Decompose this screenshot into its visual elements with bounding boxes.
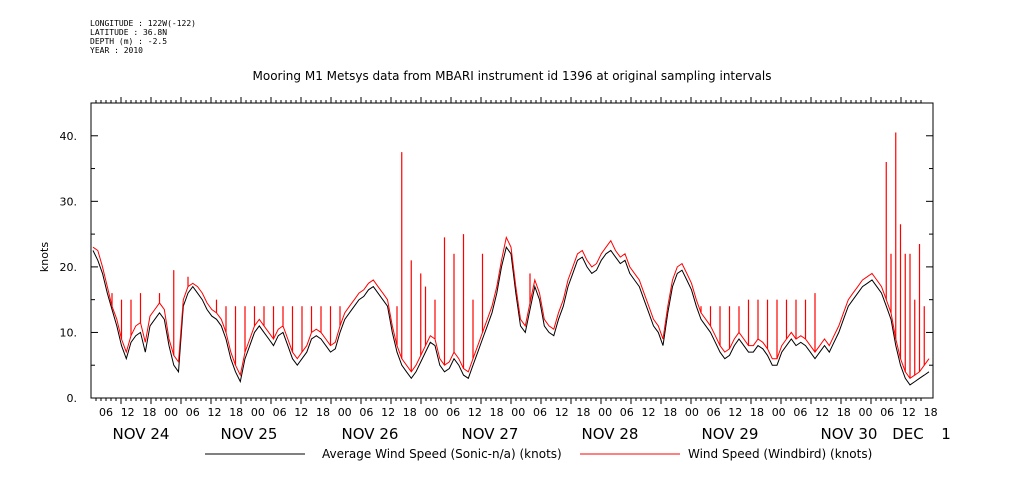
y-tick-label: 30. — [60, 195, 78, 208]
x-hour-tick-label: 12 — [555, 406, 569, 419]
x-hour-tick-label: 00 — [338, 406, 352, 419]
x-hour-tick-label: 18 — [750, 406, 764, 419]
x-hour-tick-label: 12 — [468, 406, 482, 419]
axis-frame — [90, 102, 934, 399]
x-hour-tick-label: 12 — [815, 406, 829, 419]
x-hour-tick-label: 00 — [598, 406, 612, 419]
x-hour-tick-label: 12 — [728, 406, 742, 419]
x-hour-tick-label: 06 — [880, 406, 894, 419]
x-hour-tick-label: 18 — [924, 406, 938, 419]
windbird-wind-speed-line — [92, 235, 930, 379]
x-hour-tick-label: 18 — [142, 406, 156, 419]
year-text: YEAR : 2010 — [90, 46, 143, 55]
x-day-label: NOV 27 — [462, 425, 519, 443]
legend-average-text: Average Wind Speed (Sonic-n/a) (knots) — [322, 447, 562, 461]
mooring-metadata: LONGITUDE : 122W(-122) LATITUDE : 36.8N … — [90, 19, 196, 55]
latitude-text: LATITUDE : 36.8N — [90, 28, 168, 37]
x-hour-tick-label: 00 — [859, 406, 873, 419]
x-hour-tick-label: 06 — [533, 406, 547, 419]
x-hour-tick-label: 00 — [511, 406, 525, 419]
x-day-label: NOV 25 — [221, 425, 278, 443]
x-day-label: NOV 28 — [582, 425, 639, 443]
x-hour-tick-label: 12 — [381, 406, 395, 419]
x-hour-tick-label: 18 — [663, 406, 677, 419]
average-wind-speed-series — [92, 246, 930, 386]
x-hour-tick-label: 06 — [446, 406, 460, 419]
legend-windbird-text: Wind Speed (Windbird) (knots) — [688, 447, 872, 461]
x-hour-tick-label: 00 — [772, 406, 786, 419]
y-tick-label: 20. — [60, 261, 78, 274]
x-hour-tick-label: 18 — [576, 406, 590, 419]
x-hour-tick-label: 18 — [229, 406, 243, 419]
x-day-label: NOV 24 — [113, 425, 170, 443]
x-day-label: NOV 30 — [821, 425, 878, 443]
x-hour-tick-label: 00 — [251, 406, 265, 419]
average-wind-speed-line — [92, 246, 930, 386]
windbird-wind-speed-series — [92, 132, 930, 379]
x-hour-tick-label: 00 — [685, 406, 699, 419]
x-hour-tick-label: 00 — [425, 406, 439, 419]
x-hour-tick-label: 12 — [121, 406, 135, 419]
x-hour-tick-label: 06 — [620, 406, 634, 419]
x-hour-tick-label: 18 — [490, 406, 504, 419]
x-hour-tick-label: 06 — [186, 406, 200, 419]
x-hour-tick-label: 18 — [837, 406, 851, 419]
x-hour-tick-label: 12 — [902, 406, 916, 419]
x-day-label: NOV 29 — [702, 425, 759, 443]
x-hour-tick-label: 12 — [642, 406, 656, 419]
x-hour-tick-label: 12 — [208, 406, 222, 419]
axis-ticks: 0. 10. 20. 30. 40. 06 12 18 00 06 12 18 00 06 12 18 00 06… — [60, 97, 951, 443]
x-day-label: NOV 26 — [342, 425, 399, 443]
x-hour-tick-label: 18 — [316, 406, 330, 419]
y-tick-label: 10. — [60, 326, 78, 339]
y-tick-label: 0. — [67, 392, 78, 405]
x-hour-tick-label: 06 — [99, 406, 113, 419]
x-hour-tick-label: 06 — [359, 406, 373, 419]
x-day-label: 1 — [941, 425, 951, 443]
x-hour-tick-label: 06 — [707, 406, 721, 419]
x-day-label: DEC — [892, 425, 924, 443]
y-tick-label: 40. — [60, 130, 78, 143]
x-hour-tick-label: 06 — [273, 406, 287, 419]
x-hour-tick-label: 12 — [294, 406, 308, 419]
chart-legend: Average Wind Speed (Sonic-n/a) (knots) W… — [205, 447, 872, 461]
x-hour-tick-label: 18 — [403, 406, 417, 419]
y-axis-label: knots — [38, 242, 51, 272]
x-hour-tick-label: 06 — [793, 406, 807, 419]
plot-frame — [90, 102, 934, 399]
x-hour-tick-label: 00 — [164, 406, 178, 419]
chart-title: Mooring M1 Metsys data from MBARI instru… — [253, 69, 772, 83]
longitude-text: LONGITUDE : 122W(-122) — [90, 19, 196, 28]
depth-text: DEPTH (m) : -2.5 — [90, 37, 168, 46]
